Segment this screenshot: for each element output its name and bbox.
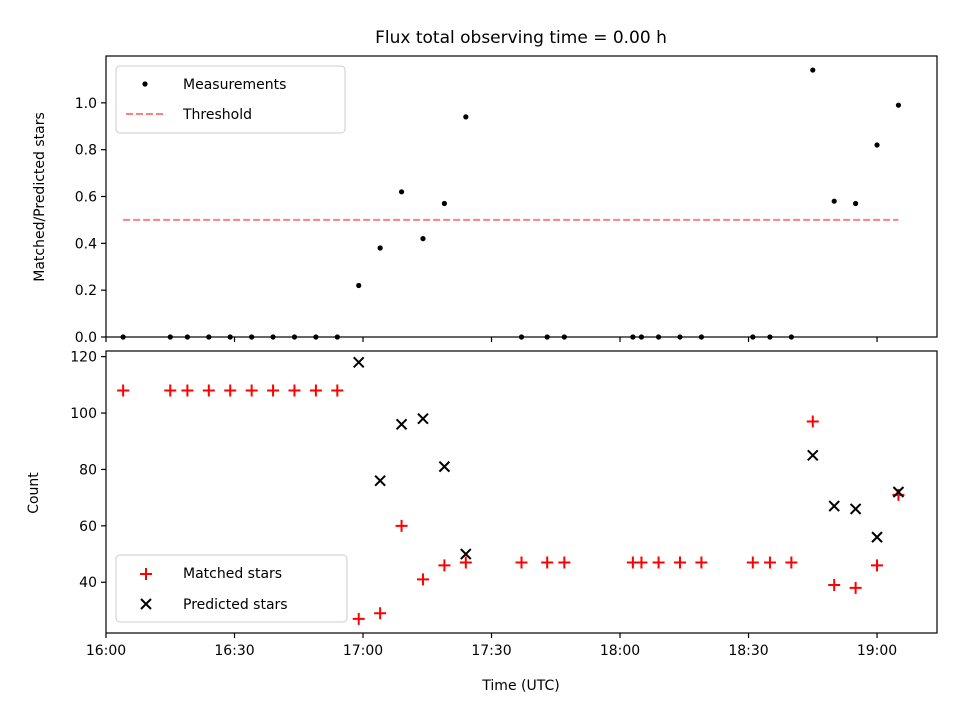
matched-star-point: [849, 581, 862, 594]
top-plot-frame: [105, 55, 938, 338]
bottom-y-tick-label: 60: [79, 519, 97, 535]
bottom-panel: 40 60 80 100 120 16:00 16:30 17:00 17:30 18:00 18:…: [26, 350, 938, 694]
matched-star-point: [515, 556, 528, 569]
x-tick-label: 18:00: [600, 643, 640, 659]
legend-matched-label: Matched stars: [183, 566, 282, 582]
matched-star-point: [673, 556, 686, 569]
top-axes: 0.0 0.2 0.4 0.6 0.8 1.0: [75, 96, 878, 346]
top-y-tick-label: 0.4: [75, 236, 97, 252]
matched-star-point: [541, 556, 554, 569]
bottom-y-axis-label: Count: [26, 472, 42, 514]
matched-star-point: [309, 384, 322, 397]
bottom-y-tick-label: 100: [70, 406, 97, 422]
measurement-point: [831, 198, 837, 204]
matched-star-point: [806, 415, 819, 428]
matched-star-point: [459, 556, 472, 569]
predicted-star-point: [892, 486, 905, 498]
matched-star-point: [224, 384, 237, 397]
matched-star-point: [558, 556, 571, 569]
predicted-star-point: [849, 503, 862, 515]
chart-title: Flux total observing time = 0.00 h: [375, 28, 667, 48]
matched-star-point: [828, 579, 841, 592]
top-y-tick-label: 0.0: [75, 330, 97, 346]
matched-star-point: [438, 559, 451, 572]
bottom-y-tick-label: 80: [79, 462, 97, 478]
predicted-star-point: [807, 449, 819, 462]
matched-star-point: [267, 384, 280, 397]
measurement-point: [420, 236, 426, 242]
top-legend-box: [115, 65, 346, 134]
x-tick-label: 19:00: [857, 643, 897, 659]
measurement-point: [441, 200, 447, 207]
matched-star-point: [416, 573, 429, 586]
predicted-star-point: [828, 500, 840, 512]
top-y-tick-label: 0.8: [75, 143, 97, 159]
x-tick-label: 16:30: [214, 643, 254, 659]
matched-star-point: [181, 384, 194, 397]
top-panel: Flux total observing time = 0.00 h 0.00.…: [32, 28, 938, 346]
top-y-tick-label: 0.6: [75, 190, 97, 206]
matched-star-point: [202, 384, 215, 397]
predicted-star-point: [871, 531, 883, 543]
matched-star-point: [652, 556, 665, 569]
matched-star-point: [871, 559, 884, 572]
bottom-axes: 40 60 80 100 120 16:00 16:30 17:00 17:30 18:00 18:…: [70, 350, 897, 659]
matched-star-point: [763, 556, 776, 569]
matched-star-point: [331, 384, 344, 397]
predicted-star-point: [417, 412, 429, 425]
measurement-point: [895, 102, 902, 108]
matched-star-point: [746, 556, 759, 569]
predicted-star-point: [460, 548, 472, 560]
bottom-plot-frame: [105, 350, 938, 634]
top-legend: Measurements Threshold: [115, 65, 346, 134]
matched-star-point: [395, 519, 408, 532]
matched-star-point: [352, 612, 365, 625]
legend-measurements-marker: [142, 81, 148, 87]
x-tick-label: 17:30: [471, 643, 511, 659]
x-tick-label: 16:00: [86, 643, 126, 659]
bottom-legend-box: [115, 554, 348, 623]
measurement-point: [463, 114, 469, 120]
predicted-star-point: [395, 418, 408, 431]
bottom-marks: [117, 356, 905, 625]
top-y-tick-label: 1.0: [75, 96, 97, 112]
measurement-point: [398, 189, 405, 195]
matched-star-point: [117, 384, 130, 397]
x-tick-label: 17:00: [343, 643, 383, 659]
legend-predicted-marker: [140, 598, 152, 610]
matched-star-point: [374, 607, 387, 620]
matched-star-point: [785, 556, 798, 569]
bottom-y-tick-label: 120: [70, 350, 97, 366]
predicted-star-point: [353, 356, 365, 368]
measurement-point: [853, 200, 859, 207]
matched-star-point: [695, 556, 708, 569]
matched-star-point: [245, 384, 258, 397]
legend-matched-marker: [140, 568, 152, 580]
predicted-star-point: [374, 475, 386, 487]
top-y-axis-label: Matched/Predicted stars: [32, 112, 48, 282]
matched-star-point: [164, 384, 177, 397]
measurement-point: [377, 245, 383, 251]
measurement-point: [874, 142, 880, 148]
legend-predicted-label: Predicted stars: [183, 597, 288, 613]
x-tick-label: 18:30: [728, 643, 768, 659]
matched-star-point: [635, 556, 648, 569]
measurement-point: [810, 67, 816, 73]
legend-threshold-label: Threshold: [182, 107, 252, 123]
legend-measurements-label: Measurements: [183, 77, 286, 93]
predicted-star-point: [438, 460, 451, 473]
top-y-tick-label: 0.2: [75, 283, 97, 299]
measurement-point: [356, 282, 362, 289]
bottom-y-tick-label: 40: [79, 575, 97, 591]
x-axis-label: Time (UTC): [481, 678, 559, 694]
matched-star-point: [288, 384, 301, 397]
bottom-legend: Matched stars Predicted stars: [115, 554, 348, 623]
